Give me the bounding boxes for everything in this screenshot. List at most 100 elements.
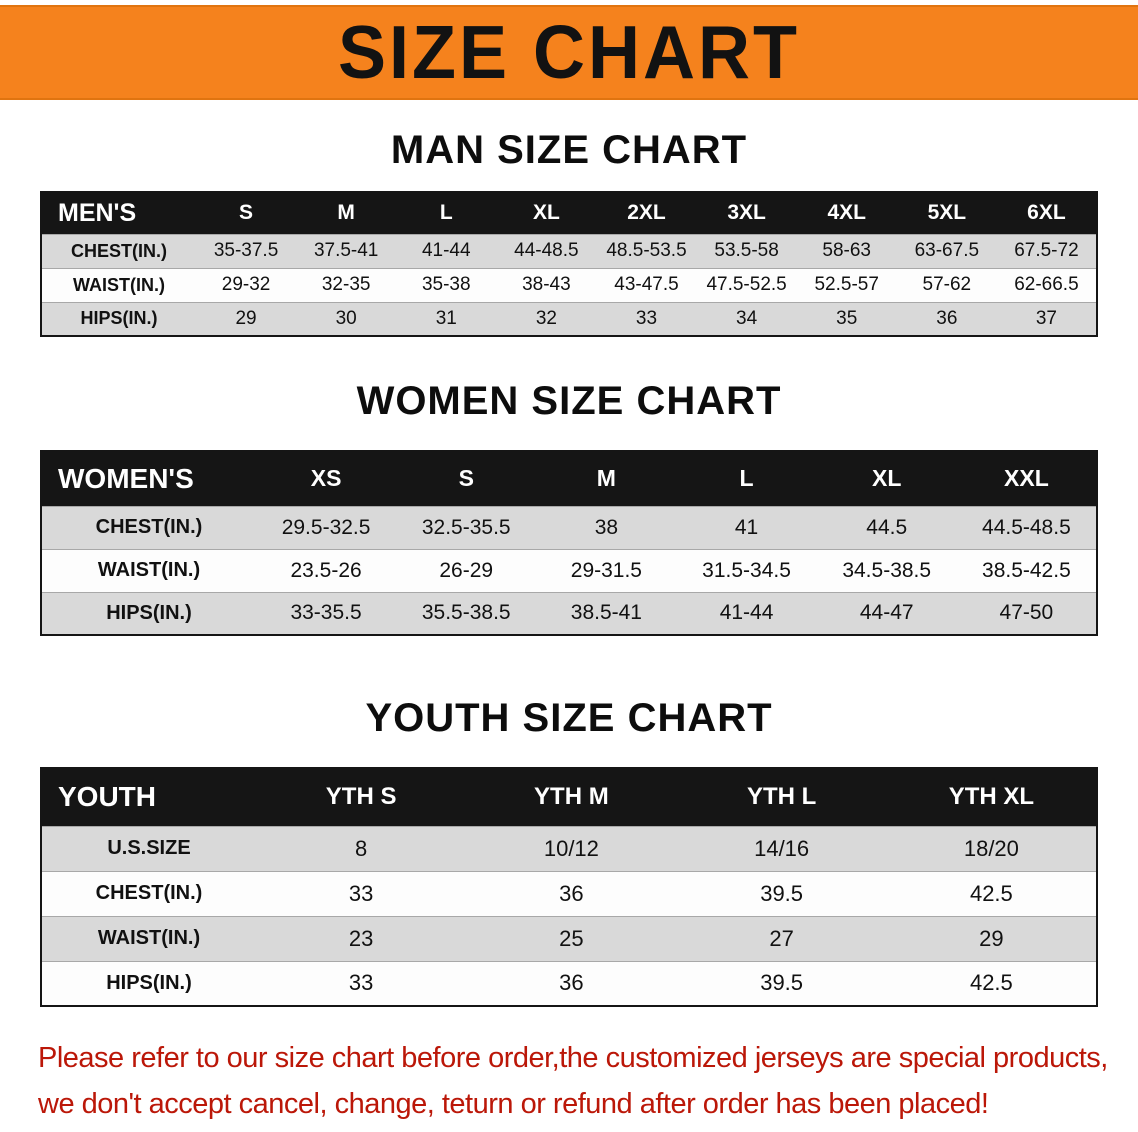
size-cell: 35: [796, 301, 897, 336]
size-cell: 39.5: [676, 960, 887, 1006]
row-label: WAIST(IN.): [41, 915, 256, 961]
size-cell: 36: [466, 960, 677, 1006]
column-header: XL: [816, 451, 957, 506]
table-row: U.S.SIZE 8 10/12 14/16 18/20: [41, 825, 1097, 871]
size-cell: 38.5-42.5: [956, 548, 1097, 592]
table-row: CHEST(IN.) 29.5-32.5 32.5-35.5 38 41 44.…: [41, 505, 1097, 549]
size-cell: 31: [396, 301, 497, 336]
size-cell: 23.5-26: [256, 548, 397, 592]
size-cell: 32: [496, 301, 597, 336]
row-label: CHEST(IN.): [41, 870, 256, 916]
size-cell: 29-31.5: [536, 548, 677, 592]
table-row: WAIST(IN.) 23.5-26 26-29 29-31.5 31.5-34…: [41, 548, 1097, 592]
women-table-corner: WOMEN'S: [41, 451, 256, 506]
page-title: SIZE CHART: [338, 10, 800, 95]
disclaimer-line-1: Please refer to our size chart before or…: [38, 1042, 1108, 1074]
column-header: S: [396, 451, 537, 506]
size-cell: 18/20: [886, 825, 1097, 871]
table-row: WAIST(IN.) 23 25 27 29: [41, 915, 1097, 961]
size-cell: 58-63: [796, 233, 897, 268]
size-cell: 44.5-48.5: [956, 505, 1097, 549]
size-cell: 48.5-53.5: [596, 233, 697, 268]
column-header: 2XL: [596, 192, 697, 234]
column-header: 5XL: [896, 192, 997, 234]
men-size-table: MEN'S S M L XL 2XL 3XL 4XL 5XL 6XL CHEST…: [40, 191, 1098, 337]
women-section-heading: WOMEN SIZE CHART: [356, 379, 782, 423]
row-label: WAIST(IN.): [41, 267, 196, 302]
youth-table-corner: YOUTH: [41, 768, 256, 826]
column-header: XS: [256, 451, 397, 506]
size-cell: 31.5-34.5: [676, 548, 817, 592]
men-table-corner: MEN'S: [41, 192, 196, 234]
size-cell: 44.5: [816, 505, 957, 549]
row-label: CHEST(IN.): [41, 505, 256, 549]
size-cell: 35-37.5: [196, 233, 297, 268]
size-cell: 35-38: [396, 267, 497, 302]
size-cell: 32-35: [296, 267, 397, 302]
column-header: XXL: [956, 451, 1097, 506]
men-section-heading: MAN SIZE CHART: [390, 128, 748, 172]
size-cell: 25: [466, 915, 677, 961]
size-cell: 33-35.5: [256, 591, 397, 635]
row-label: WAIST(IN.): [41, 548, 256, 592]
row-label: HIPS(IN.): [41, 591, 256, 635]
size-cell: 57-62: [896, 267, 997, 302]
size-cell: 26-29: [396, 548, 537, 592]
size-cell: 36: [466, 870, 677, 916]
size-cell: 29: [196, 301, 297, 336]
row-label: HIPS(IN.): [41, 301, 196, 336]
size-cell: 32.5-35.5: [396, 505, 537, 549]
size-cell: 29: [886, 915, 1097, 961]
women-section: WOMEN SIZE CHART WOMEN'S XS S M L XL XXL…: [0, 379, 1138, 636]
row-label: U.S.SIZE: [41, 825, 256, 871]
size-cell: 62-66.5: [996, 267, 1097, 302]
column-header: YTH L: [676, 768, 887, 826]
table-row: CHEST(IN.) 35-37.5 37.5-41 41-44 44-48.5…: [41, 233, 1097, 268]
size-cell: 39.5: [676, 870, 887, 916]
size-cell: 63-67.5: [896, 233, 997, 268]
size-cell: 35.5-38.5: [396, 591, 537, 635]
size-cell: 29-32: [196, 267, 297, 302]
disclaimer-line-2: we don't accept cancel, change, teturn o…: [38, 1088, 989, 1120]
size-cell: 38.5-41: [536, 591, 677, 635]
table-row: CHEST(IN.) 33 36 39.5 42.5: [41, 870, 1097, 916]
column-header: YTH XL: [886, 768, 1097, 826]
table-row: WAIST(IN.) 29-32 32-35 35-38 38-43 43-47…: [41, 267, 1097, 302]
column-header: 4XL: [796, 192, 897, 234]
size-cell: 47.5-52.5: [696, 267, 797, 302]
size-cell: 34.5-38.5: [816, 548, 957, 592]
size-cell: 33: [596, 301, 697, 336]
size-cell: 38: [536, 505, 677, 549]
size-cell: 43-47.5: [596, 267, 697, 302]
size-cell: 33: [256, 960, 467, 1006]
disclaimer: Please refer to our size chart before or…: [38, 1035, 1110, 1127]
size-cell: 10/12: [466, 825, 677, 871]
column-header: YTH S: [256, 768, 467, 826]
size-cell: 30: [296, 301, 397, 336]
youth-size-table: YOUTH YTH S YTH M YTH L YTH XL U.S.SIZE …: [40, 767, 1098, 1007]
row-label: HIPS(IN.): [41, 960, 256, 1006]
men-section: MAN SIZE CHART MEN'S S M L XL 2XL 3XL 4X…: [0, 128, 1138, 337]
column-header: YTH M: [466, 768, 677, 826]
column-header: 6XL: [996, 192, 1097, 234]
size-cell: 27: [676, 915, 887, 961]
row-label: CHEST(IN.): [41, 233, 196, 268]
size-cell: 37: [996, 301, 1097, 336]
size-cell: 52.5-57: [796, 267, 897, 302]
size-cell: 44-47: [816, 591, 957, 635]
column-header: M: [296, 192, 397, 234]
size-cell: 47-50: [956, 591, 1097, 635]
size-cell: 33: [256, 870, 467, 916]
women-size-table: WOMEN'S XS S M L XL XXL CHEST(IN.) 29.5-…: [40, 450, 1098, 636]
size-cell: 34: [696, 301, 797, 336]
size-cell: 23: [256, 915, 467, 961]
table-row: HIPS(IN.) 33-35.5 35.5-38.5 38.5-41 41-4…: [41, 591, 1097, 635]
table-row: HIPS(IN.) 33 36 39.5 42.5: [41, 960, 1097, 1006]
size-cell: 41: [676, 505, 817, 549]
youth-section: YOUTH SIZE CHART YOUTH YTH S YTH M YTH L…: [0, 696, 1138, 1007]
women-header-row: WOMEN'S XS S M L XL XXL: [41, 451, 1097, 506]
column-header: S: [196, 192, 297, 234]
column-header: M: [536, 451, 677, 506]
column-header: L: [396, 192, 497, 234]
